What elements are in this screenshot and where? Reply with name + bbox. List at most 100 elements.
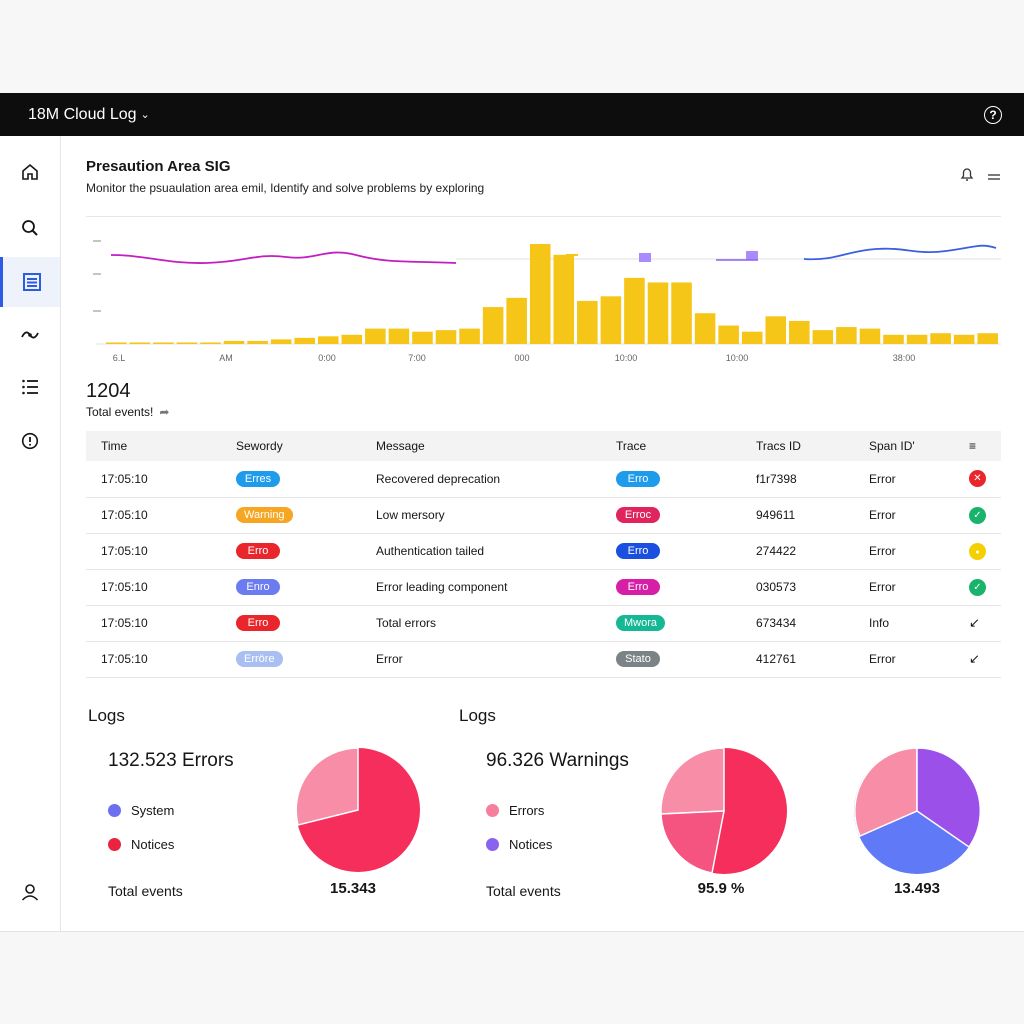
total-events-count: 1204 [86,380,131,402]
app-switcher[interactable]: 18M Cloud Log ⌄ [28,106,150,124]
x-tick-label: 6.L [113,353,126,363]
pie-slice-system [295,747,359,826]
timeline-bar [694,313,716,344]
timeline-bar [341,334,363,344]
trace-badge[interactable]: Erro [616,470,660,487]
trace-badge[interactable]: Erro [616,579,660,595]
chevron-down-icon: ⌄ [140,109,150,121]
cell-span-id: Info [854,605,954,642]
table-row[interactable]: 17:05:10 Erröre Error Stato 412761 Error ↙ [86,641,1001,678]
arrow-down-left-icon[interactable]: ↙ [969,651,980,666]
col-time[interactable]: Time [101,439,128,453]
cell-message: Error [361,641,601,678]
timeline-bar [906,334,928,344]
severity-badge[interactable]: Erro [236,615,280,631]
col-message[interactable]: Message [376,439,425,453]
ok-status-icon: ✓ [969,506,986,524]
user-icon[interactable] [0,867,60,917]
trace-badge[interactable]: Erro [616,543,660,559]
timeline-bar [529,244,551,344]
cell-message: Error leading component [361,569,601,606]
info-icon[interactable] [0,416,60,466]
logs-right-headline: 96.326 Warnings [486,750,629,771]
col-span-id[interactable]: Span ID' [869,439,915,453]
menu-icon[interactable] [988,168,1000,186]
x-tick-label: AM [219,353,233,363]
cell-trace: Erro [601,533,741,570]
cell-status: ● [954,533,1001,570]
severity-badge[interactable]: Erro [236,543,280,559]
severity-badge[interactable]: Erröre [236,651,283,667]
severity-badge[interactable]: Warning [236,507,293,523]
cell-time: 17:05:10 [86,533,221,570]
arrow-down-left-icon[interactable]: ↙ [969,615,980,630]
cell-severity: Enro [221,569,361,606]
help-icon[interactable]: ? [984,105,1002,124]
timeline-bar [506,297,527,344]
table-row[interactable]: 17:05:10 Enro Error leading component Erro 0… [86,569,1001,606]
x-tick-label: 000 [514,353,529,363]
page-subtitle: Monitor the psuaulation area emil, Ident… [86,181,485,195]
logs-icon[interactable] [0,257,60,307]
app-frame: Presaution Area SIG Monitor the psuaulat… [0,136,1024,932]
timeline-bar [200,342,221,344]
warnings-pie-chart [660,747,787,874]
warning-status-icon: ● [969,542,986,560]
share-arrow-icon[interactable]: ➦ [159,405,170,419]
timeline-bar [176,342,198,344]
header-actions [960,166,1000,187]
cell-span-id: Error [854,533,954,570]
trace-badge[interactable]: Mwora [616,615,666,631]
list-icon[interactable] [0,362,60,412]
sidebar [0,136,61,932]
col-trace[interactable]: Trace [616,439,647,453]
pie-slice-purple [916,747,982,849]
pie-slice-rose [660,810,725,874]
cell-message: Total errors [361,605,601,642]
page-title: Presaution Area SIG [86,158,231,175]
event-timeline-chart: 6.L AM 0:00 7:00 000 10:00 10:00 38:00 [93,240,1001,363]
timeline-bar [836,327,857,344]
cell-message: Authentication tailed [361,533,601,570]
cell-trace-id: 673434 [741,605,854,642]
home-icon[interactable] [0,147,60,197]
search-icon[interactable] [0,203,60,253]
cell-trace-id: 274422 [741,533,854,570]
trace-badge[interactable]: Stato [616,651,660,667]
cell-span-id: Error [854,569,954,606]
severity-badge[interactable]: Erres [236,470,280,487]
col-trace-id[interactable]: Tracs ID [756,439,801,453]
timeline-bar [977,333,998,344]
total-events-label: Total events! ➦ [86,405,169,419]
legend-item: Notices [108,837,174,852]
trace-badge[interactable]: Erroc [616,507,660,523]
main-content: Presaution Area SIG Monitor the psuaulat… [61,136,1024,932]
table-header-row: Time Sewordy Message Trace Tracs ID Span… [86,431,1001,461]
table-row[interactable]: 17:05:10 Erro Authentication tailed Erro 274… [86,533,1001,570]
table-body: 17:05:10 Erres Recovered deprecation Erro f1… [86,461,1001,678]
table-row[interactable]: 17:05:10 Erres Recovered deprecation Erro f1… [86,461,1001,498]
col-severity[interactable]: Sewordy [236,439,283,453]
logs-left-headline: 132.523 Errors [108,750,234,771]
timeline-bar [859,328,881,344]
cell-trace-id: 030573 [741,569,854,606]
timeline-bar [129,342,151,344]
timeline-bar [953,334,975,344]
legend-dot [486,804,499,817]
table-row[interactable]: 17:05:10 Warning Low mersory Erroc 949611 Err… [86,497,1001,534]
header-divider [86,216,1001,217]
timeline-bar [412,331,433,344]
cell-status: ✕ [954,461,1001,498]
table-row[interactable]: 17:05:10 Erro Total errors Mwora 673434 Info ↙ [86,605,1001,642]
pie-slice-pink [854,747,918,837]
timeline-bar [553,254,575,344]
legend-label: Errors [509,803,545,818]
columns-menu-icon[interactable]: ≡ [969,439,977,453]
magenta-series-line [110,251,457,264]
cell-severity: Erro [221,533,361,570]
legend-item: System [108,803,174,818]
cell-trace: Mwora [601,605,741,642]
severity-badge[interactable]: Enro [236,579,280,595]
bell-icon[interactable] [960,166,974,187]
graph-icon[interactable] [0,310,60,360]
